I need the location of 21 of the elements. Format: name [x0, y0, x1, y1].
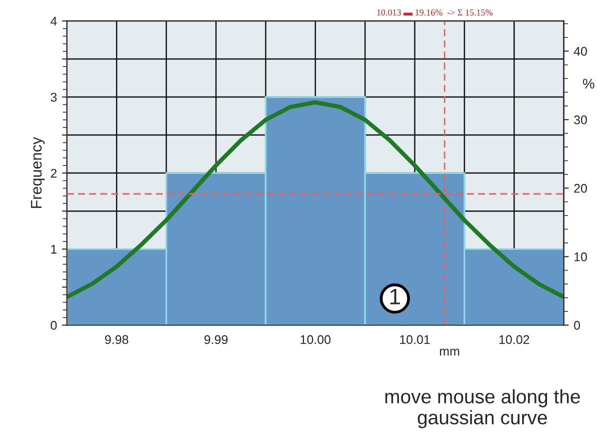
x-axis-title: mm — [440, 348, 460, 356]
x-tick-label: 10.02 — [499, 335, 530, 344]
x-tick-label: 10.00 — [300, 335, 331, 344]
text: move mouse along the gaussian curve — [385, 389, 580, 428]
y2-tick-label: 0 — [574, 320, 580, 330]
x-tick-label: 9.99 — [204, 335, 228, 344]
y2-tick-label: 30 — [574, 115, 587, 124]
y-tick-label: 1 — [51, 245, 57, 254]
y-tick-label: 4 — [50, 16, 57, 26]
x-tick-label: 10.01 — [400, 335, 430, 344]
x-tick-label: 9.98 — [105, 335, 128, 344]
y-axis-title: Frequency — [31, 136, 45, 208]
y-tick-label: 0 — [50, 320, 57, 330]
y-tick-label: 3 — [50, 92, 57, 102]
y2-tick-label: 10 — [574, 252, 587, 262]
y2-tick-label: 40 — [574, 46, 587, 56]
y2-tick-label: 20 — [574, 184, 587, 193]
y2-axis-title: % — [582, 78, 594, 89]
text: 10.013 ▬ 19.16% -> Σ 15.15% — [377, 9, 493, 16]
annotation: 1 — [390, 288, 400, 304]
y-tick-label: 2 — [50, 168, 57, 178]
